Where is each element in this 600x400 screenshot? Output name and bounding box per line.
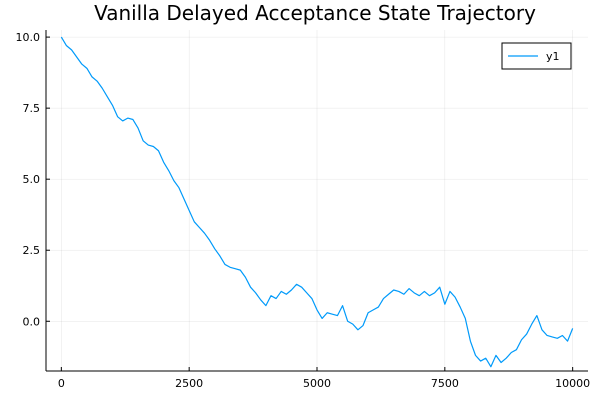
legend-label-y1: y1 <box>546 50 560 63</box>
y-tick-label: 5.0 <box>23 173 41 186</box>
x-tick-label: 5000 <box>303 377 331 390</box>
series-line-y1 <box>60 36 574 368</box>
series-layer <box>60 36 574 368</box>
x-tick-label: 0 <box>58 377 65 390</box>
x-tick-label: 2500 <box>175 377 203 390</box>
chart-title: Vanilla Delayed Acceptance State Traject… <box>94 1 536 25</box>
y-tick-label: 2.5 <box>23 244 41 257</box>
grid <box>46 30 588 371</box>
x-tick-label: 7500 <box>431 377 459 390</box>
tick-labels: 0 2500 5000 7500 10000 0.0 2.5 5.0 7.5 10.0 <box>16 31 591 390</box>
y-tick-label: 10.0 <box>16 31 41 44</box>
y-tick-label: 0.0 <box>23 315 41 328</box>
legend: y1 <box>501 42 572 70</box>
x-tick-label: 10000 <box>555 377 590 390</box>
y-tick-label: 7.5 <box>23 102 41 115</box>
